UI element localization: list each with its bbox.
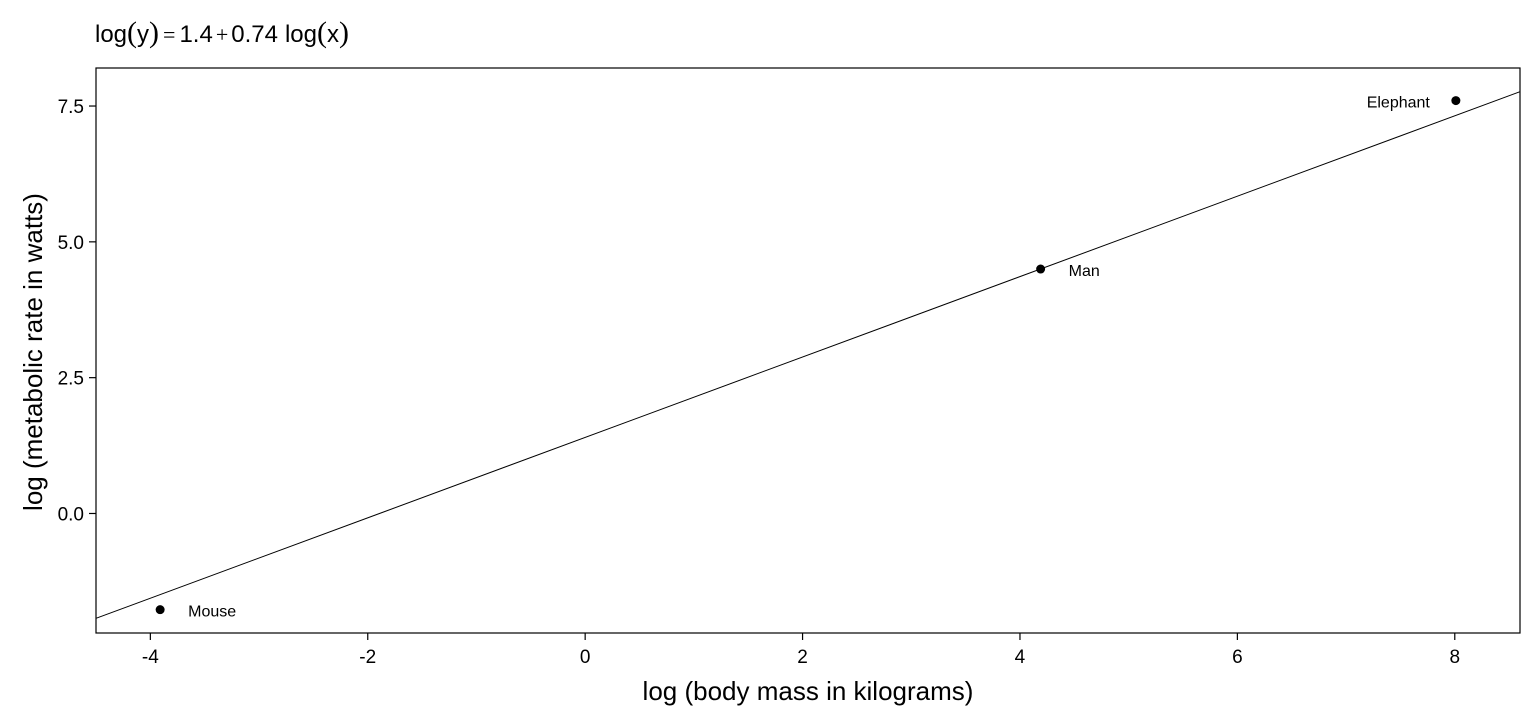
- title-paren-open: (: [127, 16, 137, 49]
- x-tick-label: 0: [580, 647, 591, 668]
- y-tick-label: 5.0: [58, 233, 84, 254]
- title-paren2-close: ): [339, 16, 349, 49]
- title-plus: +: [216, 22, 228, 47]
- y-axis-title: log (metabolic rate in watts): [18, 193, 48, 511]
- points-layer: Mouse Man Elephant: [155, 95, 1461, 621]
- title-x: x: [327, 21, 339, 48]
- x-tick-label: 8: [1449, 647, 1460, 668]
- y-tick-label: 7.5: [58, 97, 84, 118]
- y-tick-label: 2.5: [58, 369, 84, 390]
- x-tick-label: -4: [142, 647, 159, 668]
- data-point-mouse: [155, 605, 165, 615]
- title-paren2-open: (: [317, 16, 327, 49]
- x-tick-label: 6: [1232, 647, 1243, 668]
- x-tick-label: 2: [797, 647, 808, 668]
- y-axis: 0.0 2.5 5.0 7.5: [58, 97, 96, 525]
- data-point-man: [1036, 264, 1046, 274]
- fit-line: [95, 91, 1521, 619]
- x-tick-label: 4: [1015, 647, 1026, 668]
- title-slope: 0.74: [231, 21, 278, 48]
- title-y: y: [137, 21, 149, 48]
- point-label-elephant: Elephant: [1367, 95, 1431, 112]
- title-log: log: [95, 21, 127, 48]
- x-axis-title: log (body mass in kilograms): [643, 676, 974, 706]
- plot-frame: [95, 67, 1521, 634]
- title-intercept: 1.4: [179, 21, 212, 48]
- title-log2: log: [285, 21, 317, 48]
- x-tick-label: -2: [359, 647, 376, 668]
- title-paren-close: ): [149, 16, 159, 49]
- data-point-elephant: [1451, 96, 1461, 106]
- x-axis: -4 -2 0 2 4 6 8: [142, 633, 1460, 668]
- y-tick-label: 0.0: [58, 504, 84, 525]
- fit-line-layer: [95, 91, 1521, 619]
- chart-title: log(y) = 1.4 +0.74 log(x): [95, 16, 349, 49]
- point-label-mouse: Mouse: [188, 604, 236, 621]
- title-equals: =: [163, 22, 175, 47]
- point-label-man: Man: [1069, 263, 1100, 280]
